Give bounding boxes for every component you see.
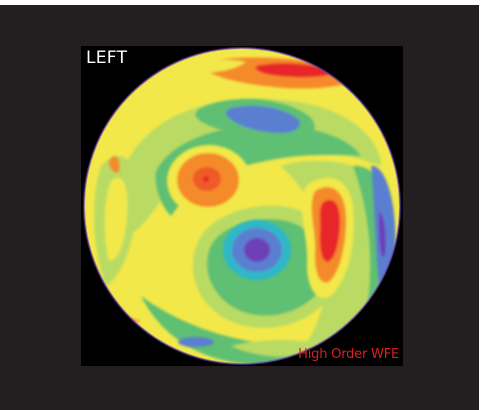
map-type-label: High Order WFE: [298, 347, 399, 362]
eye-label: LEFT: [86, 48, 128, 68]
top-edge: [0, 0, 483, 5]
wavefront-color-map: [83, 47, 401, 365]
bottom-blue-fleck: [178, 337, 214, 347]
pupil-rim: [83, 47, 401, 365]
left-orange-fleck: [109, 156, 120, 173]
upper-blue-lobe: [226, 105, 300, 134]
left-lobe-red-center: [203, 176, 209, 182]
center-lobe-violet: [244, 238, 270, 262]
top-yellow-lobe: [181, 60, 246, 73]
wavefront-map-panel: LEFT High Order WFE: [81, 46, 403, 366]
pupil-map: [84, 48, 400, 364]
left-yellow-strip: [104, 177, 128, 261]
right-edge: [479, 0, 483, 410]
right-edge-violet-strip: [378, 211, 386, 257]
right-lobe-red: [319, 199, 341, 262]
